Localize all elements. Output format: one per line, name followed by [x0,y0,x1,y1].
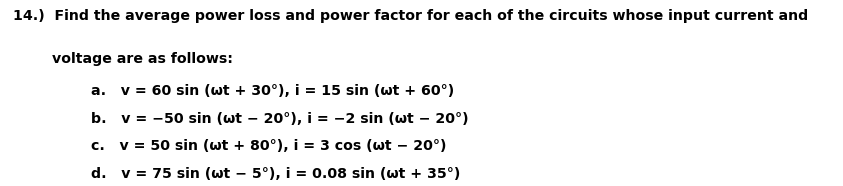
Text: a.   v = 60 sin (ωt + 30°), i = 15 sin (ωt + 60°): a. v = 60 sin (ωt + 30°), i = 15 sin (ωt… [91,84,454,98]
Text: voltage are as follows:: voltage are as follows: [52,52,234,66]
Text: 14.)  Find the average power loss and power factor for each of the circuits whos: 14.) Find the average power loss and pow… [13,9,808,23]
Text: c.   v = 50 sin (ωt + 80°), i = 3 cos (ωt − 20°): c. v = 50 sin (ωt + 80°), i = 3 cos (ωt … [91,140,447,153]
Text: d.   v = 75 sin (ωt − 5°), i = 0.08 sin (ωt + 35°): d. v = 75 sin (ωt − 5°), i = 0.08 sin (ω… [91,167,460,181]
Text: b.   v = −50 sin (ωt − 20°), i = −2 sin (ωt − 20°): b. v = −50 sin (ωt − 20°), i = −2 sin (ω… [91,112,469,126]
